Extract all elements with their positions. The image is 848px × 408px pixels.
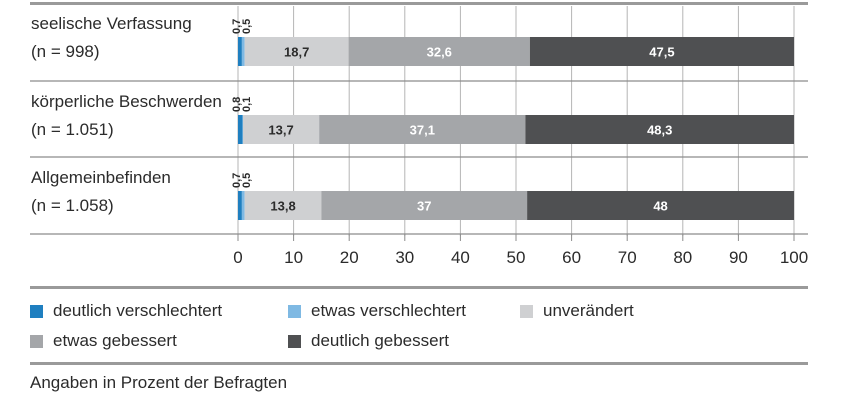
small-data-label: 0,8 (231, 97, 243, 112)
data-label: 13,7 (268, 123, 293, 138)
data-label: 48 (653, 199, 667, 214)
data-label: 37,1 (410, 123, 435, 138)
bar-segment (242, 115, 244, 144)
legend-row-1: deutlich verschlechtert etwas verschlech… (30, 296, 810, 326)
legend-top-rule (30, 286, 808, 289)
data-label: 47,5 (649, 45, 674, 60)
legend-item-etwas-gebessert: etwas gebessert (30, 331, 288, 351)
bar-segment (241, 191, 245, 220)
category-n-label: (n = 998) (31, 42, 100, 61)
bar-segment (527, 191, 794, 220)
small-data-label: 0,5 (241, 173, 253, 188)
x-tick-label: 10 (284, 248, 303, 267)
bar-segment (348, 37, 530, 66)
x-tick-label: 20 (340, 248, 359, 267)
x-tick-label: 30 (395, 248, 414, 267)
category-label: körperliche Beschwerden (31, 92, 222, 111)
small-data-label: 0,1 (241, 97, 253, 112)
small-data-label: 0,7 (231, 173, 243, 188)
legend-item-etwas-verschlechtert: etwas verschlechtert (288, 301, 520, 321)
bar-segment (244, 37, 349, 66)
bar-segment (525, 115, 794, 144)
legend-swatch-icon (288, 334, 301, 348)
bar-segment (241, 37, 245, 66)
legend-label: deutlich gebessert (311, 331, 449, 350)
x-tick-label: 60 (562, 248, 581, 267)
legend-label: deutlich verschlechtert (53, 301, 223, 320)
bar-segment (238, 191, 242, 220)
small-data-label: 0,5 (241, 19, 253, 34)
data-label: 37 (417, 199, 431, 214)
legend-label: etwas verschlechtert (311, 301, 466, 320)
bar-segment (529, 37, 794, 66)
x-tick-label: 70 (618, 248, 637, 267)
legend-item-deutlich-gebessert: deutlich gebessert (288, 331, 520, 351)
source-note: Angaben in Prozent der Befragten (30, 373, 288, 392)
x-tick-label: 90 (729, 248, 748, 267)
bar-segment (319, 115, 526, 144)
data-label: 18,7 (284, 45, 309, 60)
data-label: 13,8 (270, 199, 295, 214)
bar-segment (238, 115, 243, 144)
small-data-label: 0,7 (231, 19, 243, 34)
legend-swatch-icon (520, 304, 533, 318)
bar-segment (321, 191, 528, 220)
x-tick-label: 0 (233, 248, 242, 267)
x-tick-label: 100 (780, 248, 808, 267)
legend-row-2: etwas gebessert deutlich gebessert (30, 326, 810, 356)
category-label: Allgemeinbefinden (31, 168, 171, 187)
legend-label: unverändert (543, 301, 634, 320)
x-tick-label: 40 (451, 248, 470, 267)
legend-swatch-icon (30, 304, 43, 318)
bar-segment (243, 115, 320, 144)
bar-segment (244, 191, 322, 220)
data-label: 32,6 (427, 45, 452, 60)
legend-swatch-icon (30, 334, 43, 348)
stacked-bar-chart: 0 10 20 30 40 50 60 70 80 90 100 seelische Verfassu… (30, 2, 808, 267)
legend-label: etwas gebessert (53, 331, 177, 350)
x-tick-label: 50 (507, 248, 526, 267)
top-rule (30, 2, 808, 5)
legend-item-deutlich-verschlechtert: deutlich verschlechtert (30, 301, 288, 321)
bar-segment (238, 37, 242, 66)
category-n-label: (n = 1.058) (31, 196, 114, 215)
x-tick-label: 80 (673, 248, 692, 267)
note-top-rule (30, 362, 808, 365)
legend-item-unveraendert: unverändert (520, 301, 720, 321)
data-label: 48,3 (647, 123, 672, 138)
legend-swatch-icon (288, 304, 301, 318)
category-label: seelische Verfassung (31, 14, 192, 33)
legend: deutlich verschlechtert etwas verschlech… (30, 296, 810, 356)
category-n-label: (n = 1.051) (31, 120, 114, 139)
